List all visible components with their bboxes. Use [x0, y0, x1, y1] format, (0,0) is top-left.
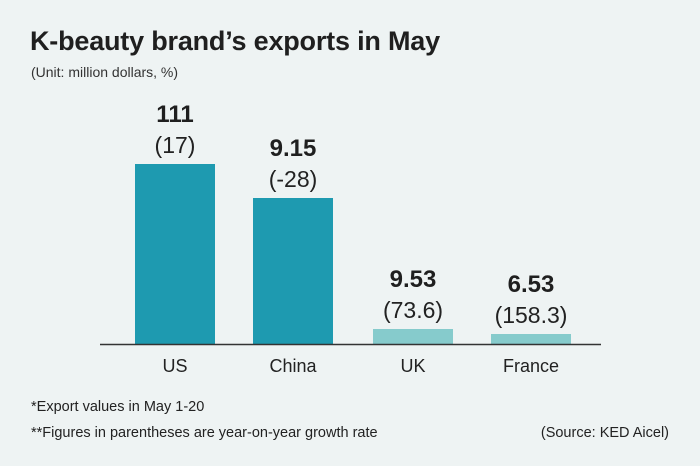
value-label-china: 9.15 [270, 135, 317, 162]
value-label-uk: 9.53 [390, 266, 437, 293]
value-label-france: 6.53 [508, 271, 555, 298]
footnote-export-period: *Export values in May 1-20 [31, 399, 205, 415]
chart-subtitle: (Unit: million dollars, %) [31, 64, 179, 80]
bar-china [253, 198, 333, 344]
bar-us [135, 164, 215, 344]
growth-label-china: (-28) [269, 166, 318, 192]
source-note: (Source: KED Aicel) [540, 425, 669, 441]
category-label-uk: UK [400, 356, 425, 376]
growth-label-uk: (73.6) [383, 297, 443, 323]
chart-title: K-beauty brand’s exports in May [30, 26, 440, 56]
bar-uk [373, 329, 453, 344]
value-label-us: 111 [156, 101, 193, 128]
category-label-china: China [269, 356, 317, 376]
bar-france [491, 334, 571, 344]
growth-label-france: (158.3) [495, 302, 568, 328]
growth-label-us: (17) [155, 132, 196, 158]
category-label-us: US [162, 356, 187, 376]
footnote-growth-rate: **Figures in parentheses are year-on-yea… [31, 425, 378, 441]
category-label-france: France [503, 356, 559, 376]
